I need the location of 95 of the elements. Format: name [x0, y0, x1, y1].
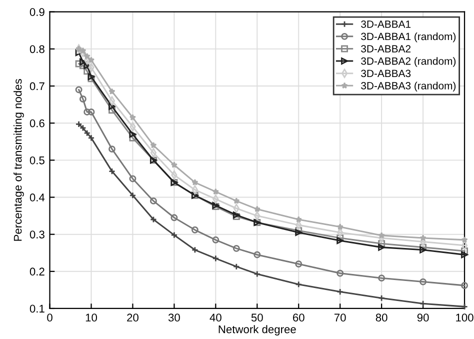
point: [88, 56, 95, 64]
point: [420, 300, 427, 308]
point: [336, 270, 344, 277]
point: [170, 214, 178, 222]
legend-label: 3D-ABBA3 (random): [361, 82, 456, 92]
point: [212, 254, 220, 262]
y-tick-label: 0.6: [30, 119, 44, 128]
point: [336, 237, 344, 244]
point: [461, 240, 468, 250]
point: [295, 260, 302, 268]
point: [88, 108, 95, 116]
point: [336, 223, 344, 230]
point: [232, 263, 240, 270]
y-tick-label: 0.2: [30, 268, 44, 276]
x-tick-label: 80: [376, 314, 388, 322]
y-tick-label: 0.3: [30, 230, 44, 238]
y-tick-label: 0.7: [30, 82, 44, 90]
y-tick-label: 0.8: [30, 45, 44, 54]
point: [378, 274, 386, 282]
x-tick-label: 0: [47, 314, 52, 322]
legend-label: 3D-ABBA2: [361, 45, 411, 52]
point: [108, 102, 116, 110]
point: [295, 216, 302, 222]
point: [108, 146, 116, 153]
point: [129, 134, 136, 142]
point: [79, 96, 86, 102]
point: [79, 124, 86, 132]
point: [75, 49, 82, 56]
x-tick-label: 70: [334, 314, 346, 322]
y-tick-label: 0.9: [30, 8, 44, 16]
point: [461, 236, 468, 243]
x-tick-label: 40: [210, 314, 222, 322]
point: [84, 130, 91, 137]
point: [254, 251, 261, 258]
y-tick-label: 0.5: [30, 156, 44, 164]
point: [84, 108, 91, 116]
point: [150, 216, 157, 223]
legend-label: 3D-ABBA1 (random): [361, 32, 456, 42]
point: [295, 280, 302, 288]
point: [108, 88, 116, 95]
point: [254, 270, 261, 278]
point: [79, 58, 86, 66]
point: [461, 282, 468, 289]
point: [232, 244, 240, 252]
point: [420, 234, 426, 241]
y-axis-title: Percentage of transmitting nodes: [14, 79, 24, 241]
point: [108, 106, 116, 114]
point: [80, 47, 86, 54]
point: [88, 75, 95, 82]
point: [129, 175, 136, 182]
point: [88, 134, 95, 142]
legend-label: 3D-ABBA2 (random): [361, 57, 456, 67]
point: [212, 236, 220, 244]
point: [108, 96, 116, 106]
point: [129, 192, 136, 199]
point: [420, 246, 427, 254]
x-axis-title: Network degree: [218, 325, 296, 336]
point: [75, 86, 82, 94]
point: [170, 232, 178, 239]
x-tick-label: 60: [293, 314, 304, 322]
point: [108, 168, 116, 175]
point: [129, 114, 136, 120]
point: [336, 288, 344, 296]
x-tick-label: 90: [417, 314, 429, 322]
point: [378, 240, 386, 248]
point: [378, 232, 385, 238]
point: [191, 246, 198, 254]
point: [254, 206, 260, 212]
point: [461, 248, 468, 254]
point: [150, 148, 157, 158]
x-tick-label: 10: [86, 314, 97, 322]
point: [170, 162, 178, 168]
point: [150, 142, 157, 148]
point: [233, 197, 240, 204]
point: [150, 197, 157, 204]
point: [84, 62, 91, 70]
x-tick-label: 100: [456, 314, 474, 322]
x-tick-label: 20: [127, 314, 138, 322]
legend-label: 3D-ABBA1: [361, 20, 411, 28]
point: [191, 226, 198, 234]
point: [192, 178, 198, 186]
point: [378, 294, 386, 302]
x-tick-label: 30: [168, 314, 180, 322]
point: [212, 188, 220, 195]
point: [420, 278, 427, 286]
point: [461, 251, 468, 258]
point: [336, 234, 344, 242]
y-tick-label: 0.4: [30, 194, 45, 202]
point: [75, 60, 82, 68]
point: [378, 244, 386, 251]
y-tick-label: 0.1: [30, 304, 44, 313]
point: [129, 130, 136, 138]
legend-label: 3D-ABBA3: [361, 70, 411, 78]
x-tick-label: 50: [251, 314, 263, 322]
point: [84, 68, 91, 75]
